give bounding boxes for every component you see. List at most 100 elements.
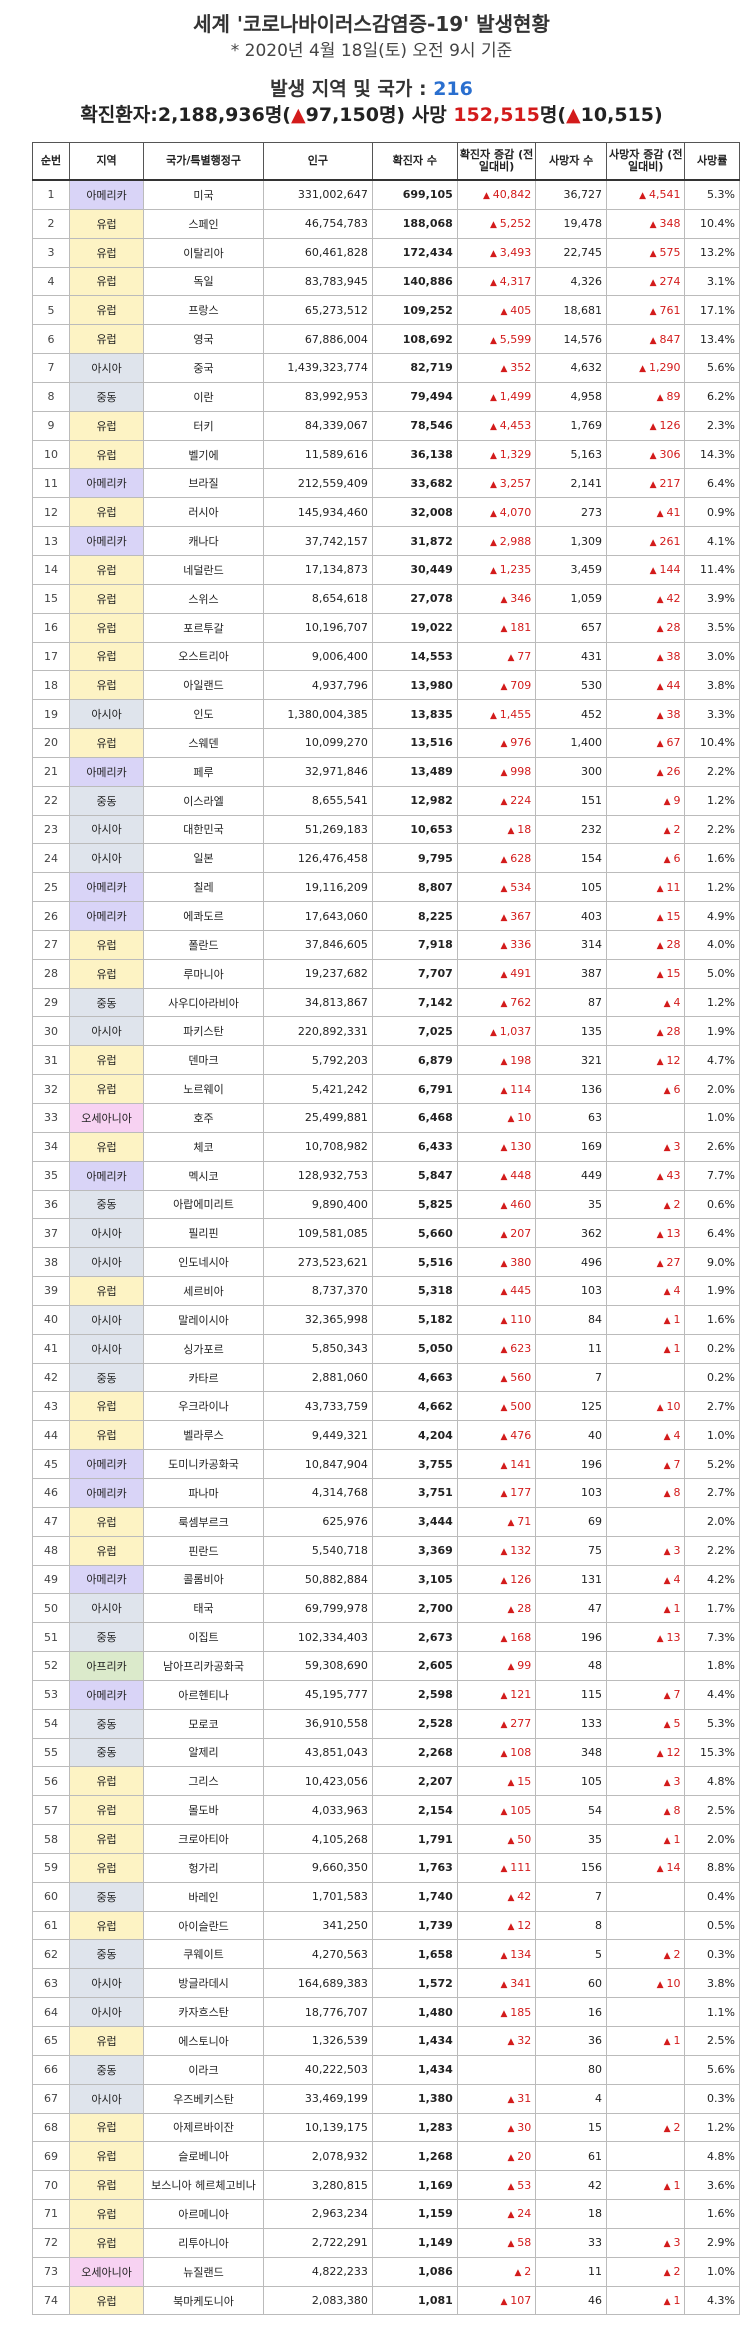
increase-triangle-icon: ▲ (663, 1950, 674, 1961)
row-number: 22 (31, 785, 71, 816)
deaths-delta-cell-value: 3 (673, 1774, 681, 1788)
cases-delta-cell-value: 50 (517, 1832, 532, 1846)
region-cell: 아메리카 (69, 1449, 145, 1479)
population-cell: 10,099,270 (262, 728, 373, 758)
region-cell: 유럽 (69, 1824, 145, 1854)
country-cell: 우즈베키스탄 (143, 2083, 264, 2114)
region-cell: 유럽 (69, 929, 145, 960)
deaths-delta-cell: ▲ 8 (606, 1477, 686, 1508)
cases-delta-cell-value: 460 (510, 1197, 532, 1211)
cases-delta-cell: ▲ 168 (456, 1622, 537, 1653)
country-cell: 도미니카공화국 (143, 1449, 264, 1479)
region-cell: 중동 (69, 1737, 145, 1768)
increase-triangle-icon: ▲ (500, 941, 511, 952)
fatality-rate-cell: 7.7% (684, 1160, 740, 1191)
country-cell: 그리스 (143, 1766, 264, 1797)
row-number: 51 (31, 1622, 71, 1653)
increase-triangle-icon: ▲ (489, 220, 500, 231)
cases-delta-cell: ▲ 346 (456, 583, 537, 614)
deaths-cell: 35 (535, 1189, 608, 1220)
deaths-delta-cell: ▲ 7 (606, 1449, 686, 1479)
cases-delta-cell: ▲ 367 (456, 901, 537, 931)
cases-delta-cell-value: 534 (510, 880, 532, 894)
country-cell: 중국 (143, 353, 264, 383)
increase-triangle-icon: ▲ (514, 2268, 525, 2279)
row-number: 9 (31, 410, 71, 441)
deaths-delta-cell (606, 2141, 686, 2172)
deaths-cell: 40 (535, 1420, 608, 1451)
row-number: 42 (31, 1362, 71, 1393)
cases-delta-cell-value: 168 (510, 1630, 532, 1644)
population-cell: 5,792,203 (262, 1045, 373, 1076)
deaths-delta-cell-value: 4 (673, 996, 681, 1010)
increase-triangle-icon: ▲ (507, 1114, 518, 1125)
row-number: 59 (31, 1852, 71, 1883)
deaths-cell: 232 (535, 814, 608, 845)
increase-triangle-icon: ▲ (291, 104, 306, 126)
cases-cell: 1,149 (371, 2227, 458, 2258)
cases-delta-cell: ▲ 111 (456, 1852, 537, 1883)
table-row: 33 오세아니아 호주 25,499,881 6,468 ▲ 10 63 1.0% (31, 1103, 740, 1133)
increase-triangle-icon: ▲ (507, 1777, 518, 1788)
deaths-delta-cell: ▲ 1 (606, 2026, 686, 2056)
increase-triangle-icon: ▲ (663, 1085, 674, 1096)
cases-cell: 2,700 (371, 1593, 458, 1624)
col-header: 확진자 증감 (전일대비) (456, 142, 537, 181)
increase-triangle-icon: ▲ (663, 1806, 674, 1817)
cases-delta-cell-value: 77 (517, 649, 532, 663)
cases-delta-cell: ▲ 224 (456, 785, 537, 816)
country-cell: 북마케도니아 (143, 2285, 264, 2316)
row-number: 69 (31, 2141, 71, 2172)
fatality-rate-cell: 5.3% (684, 179, 740, 210)
region-cell: 아메리카 (69, 1160, 145, 1191)
increase-triangle-icon: ▲ (663, 1143, 674, 1154)
cases-delta-cell-value: 15 (517, 1774, 532, 1788)
population-cell: 32,971,846 (262, 756, 373, 787)
region-cell: 유럽 (69, 295, 145, 326)
population-cell: 4,314,768 (262, 1477, 373, 1508)
increase-triangle-icon: ▲ (507, 2152, 518, 2163)
cases-delta-cell: ▲ 628 (456, 843, 537, 874)
increase-triangle-icon: ▲ (507, 825, 518, 836)
row-number: 12 (31, 497, 71, 528)
table-row: 71 유럽 아르메니아 2,963,234 1,159 ▲ 24 18 1.6% (31, 2199, 740, 2229)
deaths-cell: 321 (535, 1045, 608, 1076)
increase-triangle-icon: ▲ (656, 681, 667, 692)
table-row: 26 아메리카 에콰도르 17,643,060 8,225 ▲ 367 403 ▲ 15 4.9… (31, 901, 740, 931)
table-row: 21 아메리카 페루 32,971,846 13,489 ▲ 998 300 ▲ 26 2.2% (31, 756, 740, 787)
fatality-rate-cell: 13.2% (684, 237, 740, 268)
cases-delta-cell: ▲ 121 (456, 1679, 537, 1710)
fatality-rate-cell: 5.6% (684, 2054, 740, 2085)
row-number: 72 (31, 2227, 71, 2258)
country-cell: 포르투갈 (143, 612, 264, 643)
fatality-rate-cell: 4.0% (684, 929, 740, 960)
cases-delta-cell-value: 1,455 (499, 707, 532, 721)
cases-delta-cell: ▲ 998 (456, 756, 537, 787)
country-cell: 모로코 (143, 1708, 264, 1739)
region-cell: 아시아 (69, 1247, 145, 1278)
fatality-rate-cell: 2.9% (684, 2227, 740, 2258)
increase-triangle-icon: ▲ (500, 2008, 511, 2019)
deaths-delta-cell: ▲ 4 (606, 1564, 686, 1595)
increase-triangle-icon: ▲ (500, 854, 511, 865)
increase-triangle-icon: ▲ (663, 1489, 674, 1500)
region-cell: 유럽 (69, 958, 145, 989)
increase-triangle-icon: ▲ (656, 1258, 667, 1269)
deaths-delta-cell: ▲ 4 (606, 987, 686, 1018)
deaths-delta-cell-value: 1 (673, 1832, 681, 1846)
increase-triangle-icon: ▲ (500, 1979, 511, 1990)
deaths-cell: 403 (535, 901, 608, 931)
increase-triangle-icon: ▲ (663, 825, 674, 836)
region-cell: 유럽 (69, 1766, 145, 1797)
population-cell: 145,934,460 (262, 497, 373, 528)
population-cell: 331,002,647 (262, 179, 373, 210)
country-cell: 인도네시아 (143, 1247, 264, 1278)
increase-triangle-icon: ▲ (639, 191, 649, 202)
cases-delta-cell: ▲ 4,070 (456, 497, 537, 528)
row-number: 44 (31, 1420, 71, 1451)
increase-triangle-icon: ▲ (507, 2181, 518, 2192)
deaths-delta-cell: ▲ 2 (606, 2112, 686, 2143)
row-number: 67 (31, 2083, 71, 2114)
fatality-rate-cell: 6.2% (684, 381, 740, 412)
country-cell: 호주 (143, 1103, 264, 1133)
